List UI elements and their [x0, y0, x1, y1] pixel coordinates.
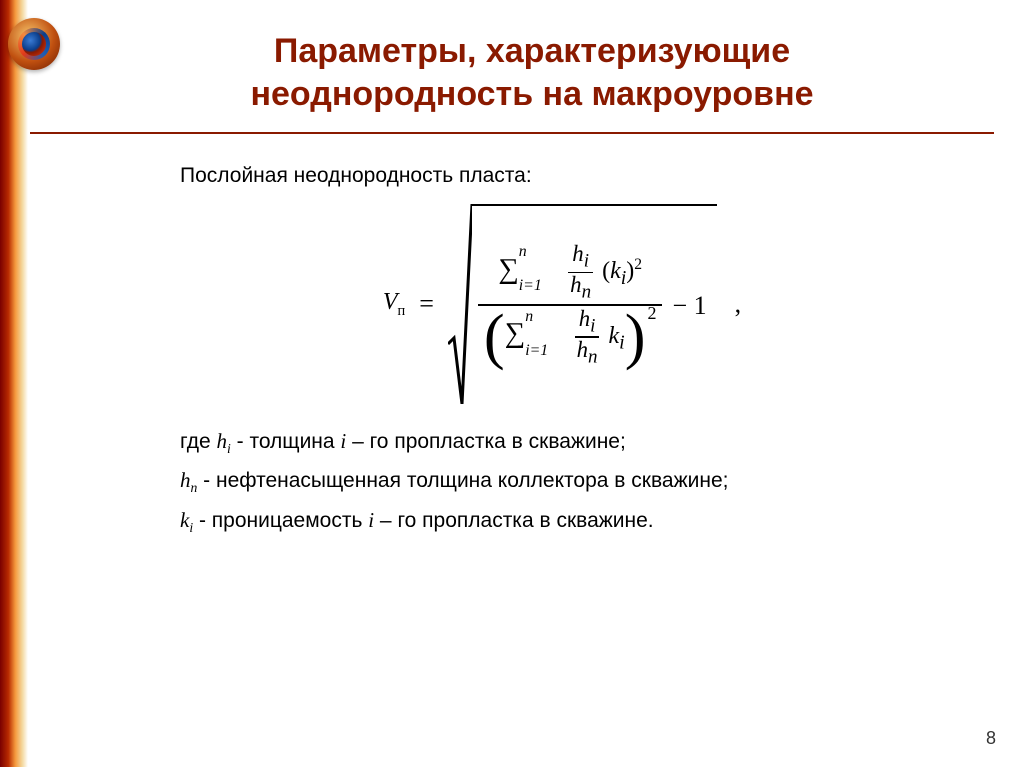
- minus-one: − 1: [672, 286, 706, 325]
- left-gradient-bar: [0, 0, 28, 767]
- page-number: 8: [986, 728, 996, 749]
- title-rule: [30, 132, 994, 134]
- sum-symbol: ∑ n i=1: [498, 248, 519, 291]
- title-line-2: неоднородность на макроуровне: [250, 75, 813, 113]
- definitions: где hi - толщина i – го пропластка в скв…: [180, 426, 944, 539]
- subtitle: Послойная неоднородность пласта:: [180, 160, 944, 192]
- logo: [8, 18, 60, 70]
- main-fraction: ∑ n i=1 hi hn (ki)2: [478, 241, 663, 370]
- trailing-comma: ,: [735, 284, 742, 323]
- sqrt: ∑ n i=1 hi hn (ki)2: [448, 204, 717, 404]
- radical-icon: [448, 204, 472, 404]
- denominator: ( ∑ n i=1 hi hn: [478, 306, 663, 370]
- formula: Vп = ∑ n i=1 hi: [180, 204, 944, 404]
- k-squared: (ki)2: [602, 258, 642, 284]
- sum-symbol-den: ∑ n i=1: [505, 312, 526, 355]
- slide-title: Параметры, характеризующие неоднородност…: [80, 30, 984, 115]
- def-line-1: где hi - толщина i – го пропластка в скв…: [180, 426, 944, 460]
- radicand: ∑ n i=1 hi hn (ki)2: [472, 204, 717, 404]
- slide-body: Послойная неоднородность пласта: Vп = ∑ …: [180, 160, 944, 545]
- h-fraction-den: hi hn: [575, 308, 600, 367]
- def-line-2: hn - нефтенасыщенная толщина коллектора …: [180, 465, 944, 499]
- numerator: ∑ n i=1 hi hn (ki)2: [492, 241, 648, 304]
- logo-swirl-icon: [18, 28, 50, 60]
- title-line-1: Параметры, характеризующие: [274, 32, 790, 70]
- equals-sign: =: [419, 284, 434, 323]
- h-fraction-num: hi hn: [568, 243, 593, 302]
- def-line-3: ki - проницаемость i – го пропластка в с…: [180, 505, 944, 539]
- formula-lhs: Vп: [383, 284, 405, 322]
